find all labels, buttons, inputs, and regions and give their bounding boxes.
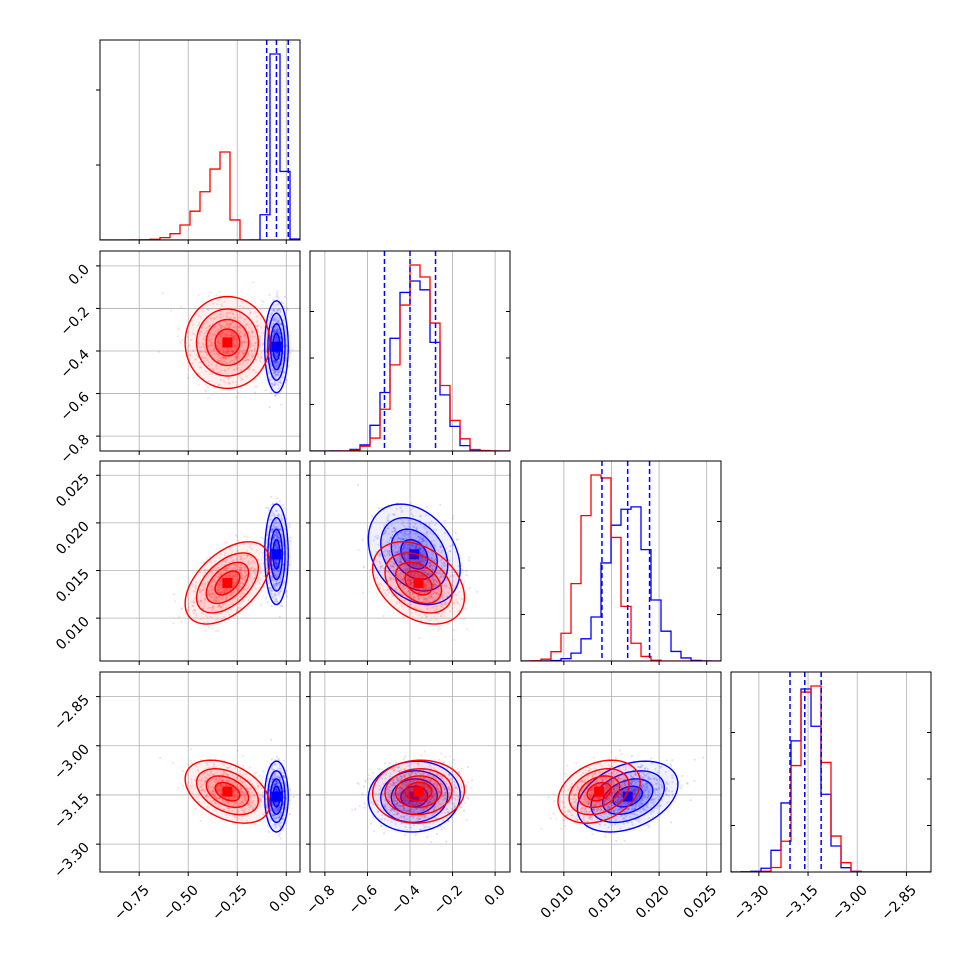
density-peak-series_a [271,341,282,352]
x-tick-label: −0.25 [209,882,251,924]
density-peak-series_a [271,549,282,560]
panel-1-1 [309,250,511,455]
x-tick-label: 0.00 [267,882,300,915]
x-tick-label: 0.015 [585,882,625,922]
x-tick-label: −3.30 [731,882,773,924]
x-tick-label: 0.025 [681,882,721,922]
density-peak-series_b [222,786,233,797]
histogram-series_a [731,688,931,872]
density-peak-series_b [222,337,233,348]
scatter-series_b [350,750,473,828]
panel-frame [99,671,301,873]
panel-3-3 [730,671,932,876]
x-tick-label: −0.75 [111,882,153,924]
density-peak-series_b [413,786,424,797]
panel-3-0 [96,671,301,876]
panel-1-0 [96,250,301,455]
y-tick-label: 0.020 [53,518,93,558]
y-tick-label: −0.6 [57,389,92,424]
histogram-series_a [521,506,721,661]
x-tick-label: −0.6 [346,882,381,917]
panel-2-2 [520,460,722,665]
histogram-series_b [310,264,510,451]
panel-2-1 [306,460,511,665]
y-tick-label: 0.0 [66,261,93,288]
y-tick-label: −0.8 [57,432,92,467]
x-tick-label: −0.8 [303,882,338,917]
density-peak-series_b [222,577,233,588]
density-peak-series_a [271,791,282,802]
x-tick-label: 0.010 [538,882,578,922]
panel-3-1 [306,671,511,876]
density-peak-series_b [594,786,605,797]
y-tick-label: −3.15 [51,790,93,832]
x-tick-label: −0.2 [431,882,466,917]
x-tick-label: −3.00 [829,882,871,924]
x-tick-label: −0.4 [388,882,423,917]
panel-3-2 [517,671,722,876]
histogram-series_a [100,53,300,240]
density-peak-series_a [622,791,633,802]
x-tick-label: −0.50 [160,882,202,924]
panel-2-0 [96,460,301,665]
panel-frame [99,39,301,241]
panel-frame [99,460,301,662]
x-tick-label: −3.15 [780,882,822,924]
density-peak-series_b [413,577,424,588]
y-tick-label: −0.4 [57,346,92,381]
panel-frame [520,460,722,662]
y-tick-label: −3.00 [51,741,93,783]
y-tick-label: −0.2 [57,304,92,339]
histogram-series_b [731,685,931,872]
panel-frame [520,671,722,873]
histogram-series_b [521,474,721,661]
y-tick-label: 0.015 [53,566,93,606]
y-tick-label: −2.85 [51,692,93,734]
y-tick-label: 0.010 [53,614,93,654]
x-tick-label: 0.0 [482,882,509,909]
x-tick-label: 0.020 [633,882,673,922]
y-tick-label: −3.30 [51,840,93,882]
panel-0-0 [96,39,301,244]
panel-frame [730,671,932,873]
x-tick-label: −2.85 [878,882,920,924]
y-tick-label: 0.025 [53,471,93,511]
